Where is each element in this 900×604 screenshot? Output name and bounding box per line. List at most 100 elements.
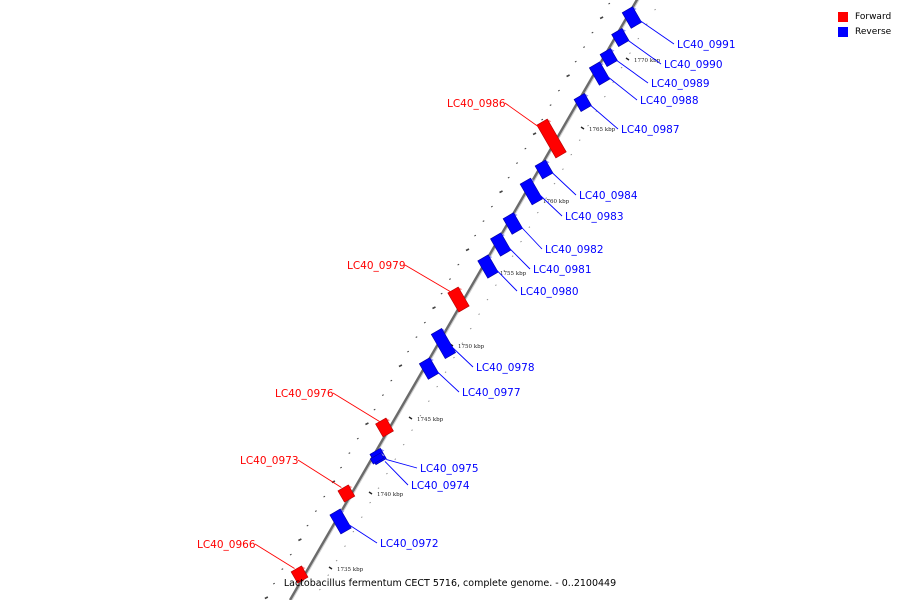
gene-label: LC40_0972 — [380, 538, 439, 550]
scale-mark — [532, 132, 537, 136]
scale-mark — [348, 452, 351, 454]
gene-label: LC40_0990 — [664, 59, 723, 71]
scale-mark — [591, 31, 594, 34]
gene-label: LC40_0977 — [462, 387, 521, 399]
scale-mark — [436, 385, 439, 388]
scale-mark — [599, 16, 604, 20]
scale-mark — [578, 139, 581, 141]
scale-mark — [440, 292, 443, 295]
scale-mark — [373, 408, 376, 411]
legend-forward: Forward — [838, 9, 891, 24]
gene-label: LC40_0988 — [640, 95, 699, 107]
scale-mark — [524, 147, 527, 150]
scale-mark — [344, 545, 346, 547]
scale-mark — [549, 104, 552, 106]
scale-mark — [327, 574, 330, 576]
genome-caption: Lactobacillus fermentum CECT 5716, compl… — [283, 578, 617, 589]
scale-mark — [402, 443, 405, 446]
gene-connector — [607, 76, 638, 101]
scale-mark — [474, 234, 477, 237]
gene-label: LC40_0986 — [447, 98, 506, 110]
scale-mark — [419, 414, 422, 417]
scale-mark — [289, 553, 292, 556]
gene-connector — [404, 264, 454, 294]
gene-label: LC40_0979 — [347, 260, 406, 272]
scale-mark — [398, 364, 403, 368]
gene-connector — [520, 226, 543, 250]
scale-mark — [503, 269, 506, 272]
gene-block — [534, 159, 554, 180]
kbp-tick-mark — [625, 57, 630, 61]
scale-mark — [411, 429, 413, 431]
scale-mark — [264, 596, 269, 600]
kbp-tick-label: 1755 kbp — [500, 271, 527, 277]
gene-block — [599, 48, 618, 67]
scale-mark — [553, 182, 556, 185]
gene-label: LC40_0987 — [621, 124, 680, 136]
scale-mark — [461, 342, 464, 344]
gene-label: LC40_0976 — [275, 388, 334, 400]
kbp-tick-label: 1740 kbp — [377, 492, 404, 498]
gene-connector — [551, 172, 577, 196]
scale-mark — [482, 220, 485, 222]
forward-swatch — [838, 11, 848, 22]
scale-mark — [557, 89, 560, 92]
gene-block — [573, 93, 592, 112]
scale-mark — [511, 255, 514, 257]
scale-mark — [520, 240, 522, 243]
gene-connector — [639, 20, 675, 45]
gene-connector — [451, 346, 474, 368]
gene-connector — [332, 392, 380, 422]
gene-block — [369, 452, 385, 465]
scale-mark — [469, 327, 472, 330]
scale-mark — [306, 524, 309, 527]
gene-block — [329, 508, 352, 535]
scale-mark — [298, 538, 302, 542]
scale-mark — [377, 487, 380, 489]
scale-mark — [453, 356, 455, 359]
kbp-tick-label: 1735 kbp — [337, 567, 364, 573]
gene-label: LC40_0980 — [520, 286, 579, 298]
kbp-tick-label: 1760 kbp — [543, 199, 570, 205]
scale-mark — [528, 226, 531, 228]
gene-label: LC40_0981 — [533, 264, 592, 276]
legend-reverse-label: Reverse — [855, 26, 892, 37]
scale-mark — [608, 2, 611, 5]
scale-mark — [273, 582, 275, 585]
scale-mark — [562, 168, 564, 170]
gene-connector — [628, 40, 662, 65]
gene-block — [588, 61, 611, 86]
gene-connector — [254, 543, 295, 569]
scale-mark — [499, 190, 503, 194]
legend-forward-label: Forward — [855, 11, 892, 22]
gene-block — [375, 417, 394, 438]
gene-block — [290, 565, 309, 584]
scale-mark — [432, 306, 436, 310]
axis-shadow — [290, 0, 640, 601]
gene-label: LC40_0973 — [240, 455, 299, 467]
gene-connector — [508, 247, 531, 270]
scale-mark — [427, 400, 430, 402]
scale-mark — [490, 205, 493, 208]
gene-connector — [297, 459, 342, 488]
scale-mark — [415, 336, 418, 338]
scale-mark — [486, 298, 489, 301]
scale-mark — [612, 81, 615, 83]
scale-mark — [319, 588, 321, 591]
scale-mark — [507, 176, 510, 179]
gene-connector — [495, 269, 518, 292]
scale-mark — [381, 394, 384, 396]
scale-mark — [620, 66, 623, 69]
scale-mark — [390, 379, 393, 382]
scale-mark — [386, 472, 388, 475]
gene-block — [490, 232, 512, 257]
gene-label: LC40_0974 — [411, 480, 470, 492]
scale-mark — [629, 52, 631, 54]
gene-connector — [590, 105, 619, 130]
scale-mark — [352, 530, 355, 533]
scale-mark — [423, 321, 426, 324]
scale-mark — [587, 124, 589, 127]
gene-label: LC40_0991 — [677, 39, 736, 51]
